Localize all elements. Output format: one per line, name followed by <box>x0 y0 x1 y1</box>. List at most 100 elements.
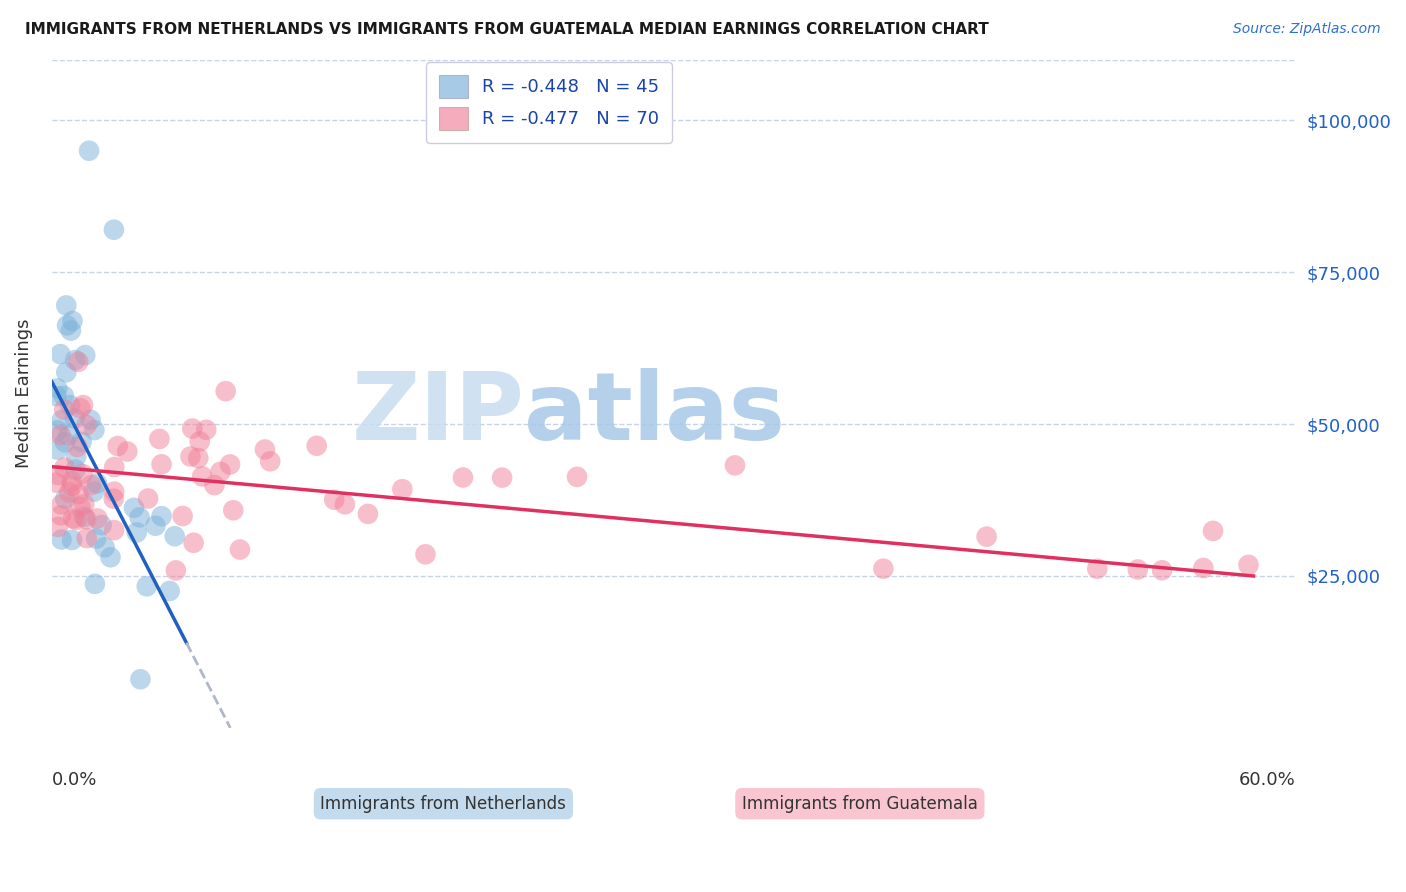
Point <box>53 402 76 417</box>
Point <box>204 478 226 492</box>
Point <box>53 460 76 475</box>
Legend: R = -0.448   N = 45, R = -0.477   N = 70: R = -0.448 N = 45, R = -0.477 N = 70 <box>426 62 672 143</box>
Point <box>209 465 232 479</box>
Point <box>93 541 115 555</box>
Point <box>66 440 89 454</box>
Point <box>73 497 96 511</box>
Point <box>1202 524 1225 538</box>
Point <box>60 479 83 493</box>
Point <box>53 435 76 450</box>
Point <box>45 389 67 403</box>
Point <box>188 434 211 449</box>
Point <box>46 423 69 437</box>
Point <box>49 347 72 361</box>
Point <box>183 535 205 549</box>
Point <box>150 458 173 472</box>
Text: IMMIGRANTS FROM NETHERLANDS VS IMMIGRANTS FROM GUATEMALA MEDIAN EARNINGS CORRELA: IMMIGRANTS FROM NETHERLANDS VS IMMIGRANT… <box>25 22 988 37</box>
Point <box>62 314 84 328</box>
Text: atlas: atlas <box>524 368 785 459</box>
Point <box>56 318 79 333</box>
Point <box>60 474 83 488</box>
Text: 60.0%: 60.0% <box>1239 772 1295 789</box>
Point <box>181 421 204 435</box>
Point <box>80 478 103 492</box>
Point <box>195 423 218 437</box>
Point <box>69 401 91 416</box>
Point <box>872 562 894 576</box>
Point <box>187 451 209 466</box>
Point <box>67 487 90 501</box>
Point <box>135 579 157 593</box>
Point <box>59 398 82 412</box>
Point <box>76 531 98 545</box>
Point <box>51 533 73 547</box>
Point <box>333 497 356 511</box>
Point <box>103 484 125 499</box>
Point <box>84 532 107 546</box>
Point <box>103 460 125 475</box>
Text: 0.0%: 0.0% <box>52 772 97 789</box>
Point <box>51 413 73 427</box>
Point <box>60 533 83 547</box>
Point <box>76 418 98 433</box>
Point <box>58 428 80 442</box>
Point <box>103 491 125 506</box>
Point <box>75 348 97 362</box>
Point <box>565 470 588 484</box>
Point <box>128 510 150 524</box>
Text: Immigrants from Guatemala: Immigrants from Guatemala <box>742 795 977 813</box>
Point <box>83 484 105 499</box>
Text: Source: ZipAtlas.com: Source: ZipAtlas.com <box>1233 22 1381 37</box>
Point <box>63 411 86 425</box>
Point <box>51 498 73 512</box>
Point <box>1237 558 1260 572</box>
Y-axis label: Median Earnings: Median Earnings <box>15 319 32 468</box>
Point <box>305 439 328 453</box>
Point <box>83 423 105 437</box>
Point <box>491 470 513 484</box>
Point <box>69 500 91 515</box>
Point <box>86 511 108 525</box>
Point <box>67 355 90 369</box>
Point <box>72 467 94 481</box>
Point <box>84 577 107 591</box>
Point <box>136 491 159 506</box>
Point <box>976 530 998 544</box>
Point <box>53 491 76 506</box>
Point <box>1152 563 1174 577</box>
Point <box>103 223 125 237</box>
Point <box>46 442 69 457</box>
Point <box>145 518 167 533</box>
Point <box>1126 562 1149 576</box>
Point <box>259 454 281 468</box>
Point <box>90 518 112 533</box>
Point <box>65 450 87 464</box>
Point <box>724 458 747 473</box>
Point <box>46 520 69 534</box>
Point <box>357 507 380 521</box>
Point <box>117 444 139 458</box>
Point <box>122 500 145 515</box>
Point <box>100 550 122 565</box>
Point <box>451 470 474 484</box>
Point <box>415 547 437 561</box>
Point <box>103 523 125 537</box>
Point <box>72 398 94 412</box>
Point <box>323 492 346 507</box>
Point <box>58 485 80 500</box>
Point <box>179 450 201 464</box>
Point <box>45 475 67 490</box>
Point <box>165 563 187 577</box>
Point <box>215 384 238 399</box>
Point <box>148 432 170 446</box>
Point <box>222 503 245 517</box>
Point <box>65 462 87 476</box>
Point <box>1085 562 1108 576</box>
Point <box>172 508 194 523</box>
Point <box>55 365 77 379</box>
Point <box>159 583 181 598</box>
Point <box>79 413 101 427</box>
Point <box>229 542 252 557</box>
Point <box>75 512 97 526</box>
Point <box>70 434 93 449</box>
